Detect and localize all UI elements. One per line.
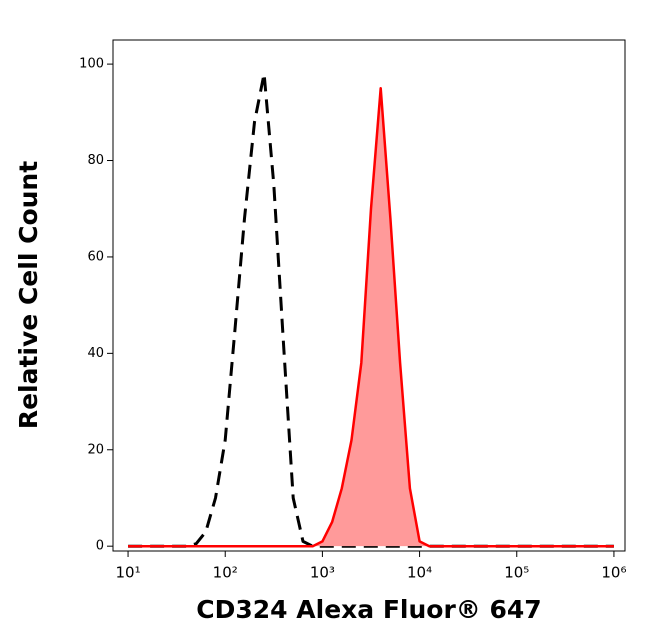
y-tick-label: 20 <box>87 442 104 457</box>
x-tick-label: 10⁴ <box>407 564 432 582</box>
plot-frame <box>112 39 626 552</box>
y-tick-label: 60 <box>87 249 104 264</box>
x-tick-label: 10⁵ <box>504 564 529 582</box>
x-axis-title: CD324 Alexa Fluor® 647 <box>196 595 541 624</box>
series-line <box>128 72 614 548</box>
series-line <box>128 86 614 548</box>
y-tick-label: 0 <box>96 539 104 554</box>
x-tick-label: 10³ <box>310 564 335 582</box>
y-axis-title: Relative Cell Count <box>14 161 43 429</box>
x-tick-label: 10¹ <box>115 564 140 582</box>
x-tick-label: 10⁶ <box>601 564 626 582</box>
x-tick-label: 10² <box>213 564 238 582</box>
y-tick-label: 40 <box>87 346 104 361</box>
y-tick-label: 80 <box>87 153 104 168</box>
series-area <box>128 88 614 547</box>
y-tick-label: 100 <box>79 57 104 72</box>
